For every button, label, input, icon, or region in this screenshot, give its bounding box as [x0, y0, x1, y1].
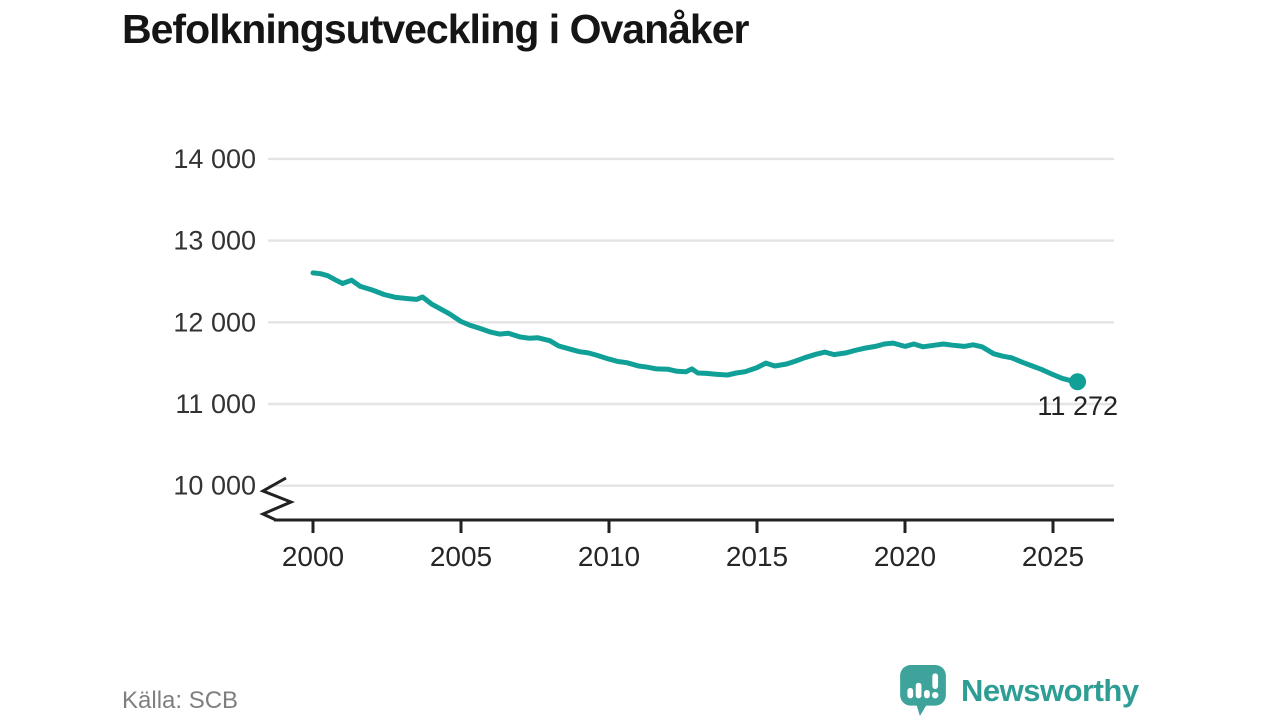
latest-point-marker: [1069, 373, 1087, 391]
y-tick-label: 11 000: [175, 389, 256, 419]
x-tick-label: 2010: [578, 541, 640, 572]
x-tick-label: 2020: [874, 541, 936, 572]
axis-break-icon: [259, 476, 295, 522]
y-tick-label: 14 000: [173, 144, 256, 174]
y-tick-label: 13 000: [173, 226, 256, 256]
x-tick-label: 2015: [726, 541, 788, 572]
population-line-chart: 14 000 13 000 12 000 11 000 10 000 2000 2005 20…: [173, 144, 1118, 572]
page-title: Befolkningsutveckling i Ovanåker: [122, 6, 749, 52]
y-tick-label: 10 000: [173, 471, 256, 501]
latest-value-label: 11 272: [1037, 391, 1118, 421]
y-tick-label: 12 000: [173, 307, 256, 337]
source-label: Källa: SCB: [122, 687, 239, 714]
x-tick-label: 2025: [1022, 541, 1084, 572]
x-tick-label: 2005: [430, 541, 492, 572]
population-line: [310, 270, 1081, 385]
newsworthy-logo: Newsworthy: [898, 664, 1139, 717]
newsworthy-wordmark: Newsworthy: [961, 672, 1139, 708]
newsworthy-bubble-chart-icon: [900, 665, 946, 716]
x-tick-label: 2000: [282, 541, 344, 572]
